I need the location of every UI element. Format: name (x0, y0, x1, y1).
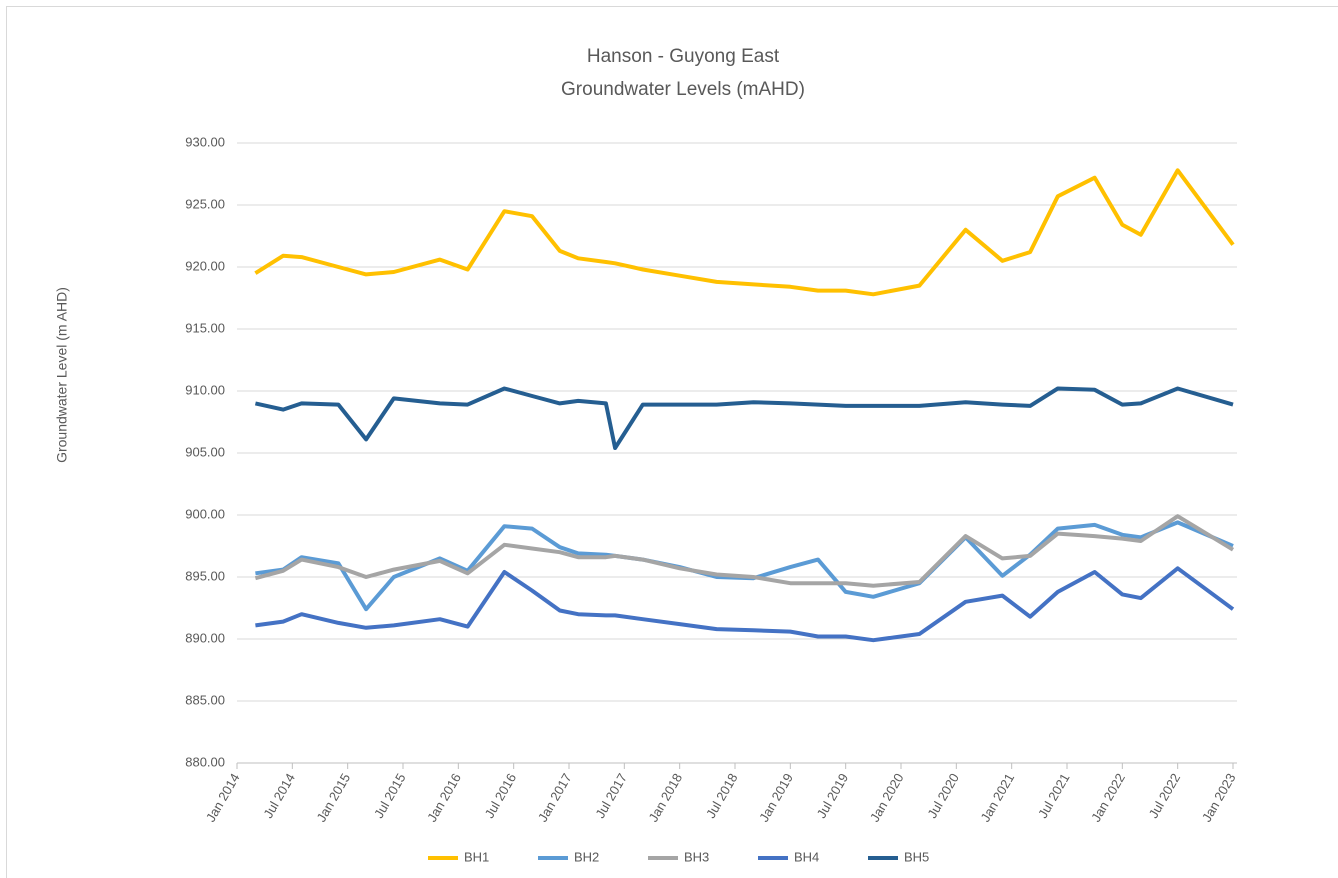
chart-subtitle: Groundwater Levels (mAHD) (561, 79, 805, 100)
x-tick-label: Jul 2021 (1035, 771, 1073, 821)
y-tick-label: 925.00 (185, 196, 225, 211)
x-tick-label: Jan 2022 (1088, 771, 1128, 825)
x-tick-label: Jul 2018 (703, 771, 741, 821)
y-tick-label: 905.00 (185, 444, 225, 459)
y-tick-label: 910.00 (185, 382, 225, 397)
y-tick-label: 890.00 (185, 630, 225, 645)
data-line (254, 386, 1234, 450)
x-tick-label: Jan 2017 (535, 771, 575, 825)
y-tick-label: 895.00 (185, 568, 225, 583)
x-tick-label: Jul 2020 (924, 771, 962, 821)
chart-border (6, 6, 1338, 878)
legend-label: BH3 (684, 849, 709, 864)
x-tick-label: Jul 2019 (814, 771, 852, 821)
y-tick-label: 915.00 (185, 320, 225, 335)
x-tick-label: Jan 2023 (1199, 771, 1239, 825)
x-tick-label: Jul 2016 (482, 771, 520, 821)
x-tick-label: Jan 2016 (424, 771, 464, 825)
x-tick-label: Jan 2019 (756, 771, 796, 825)
chart-title: Hanson - Guyong East (587, 46, 780, 67)
x-tick-label: Jul 2015 (371, 771, 409, 821)
x-tick-label: Jan 2021 (978, 771, 1018, 825)
y-tick-label: 920.00 (185, 258, 225, 273)
x-tick-label: Jan 2020 (867, 771, 907, 825)
data-line (254, 168, 1235, 297)
x-tick-label: Jan 2015 (314, 771, 354, 825)
x-tick-label: Jul 2017 (592, 771, 630, 821)
legend-label: BH5 (904, 849, 929, 864)
legend-label: BH2 (574, 849, 599, 864)
data-line (255, 566, 1235, 643)
y-tick-label: 900.00 (185, 506, 225, 521)
y-tick-label: 930.00 (185, 134, 225, 149)
y-tick-label: 885.00 (185, 692, 225, 707)
x-tick-label: Jan 2018 (646, 771, 686, 825)
y-axis-label: Groundwater Level (m AHD) (54, 287, 70, 463)
legend-label: BH4 (794, 849, 819, 864)
x-tick-label: Jan 2014 (203, 771, 243, 825)
x-tick-label: Jul 2014 (260, 771, 298, 821)
legend-label: BH1 (464, 849, 489, 864)
data-line (254, 514, 1235, 588)
x-tick-label: Jul 2022 (1146, 771, 1184, 821)
y-tick-label: 880.00 (185, 754, 225, 769)
